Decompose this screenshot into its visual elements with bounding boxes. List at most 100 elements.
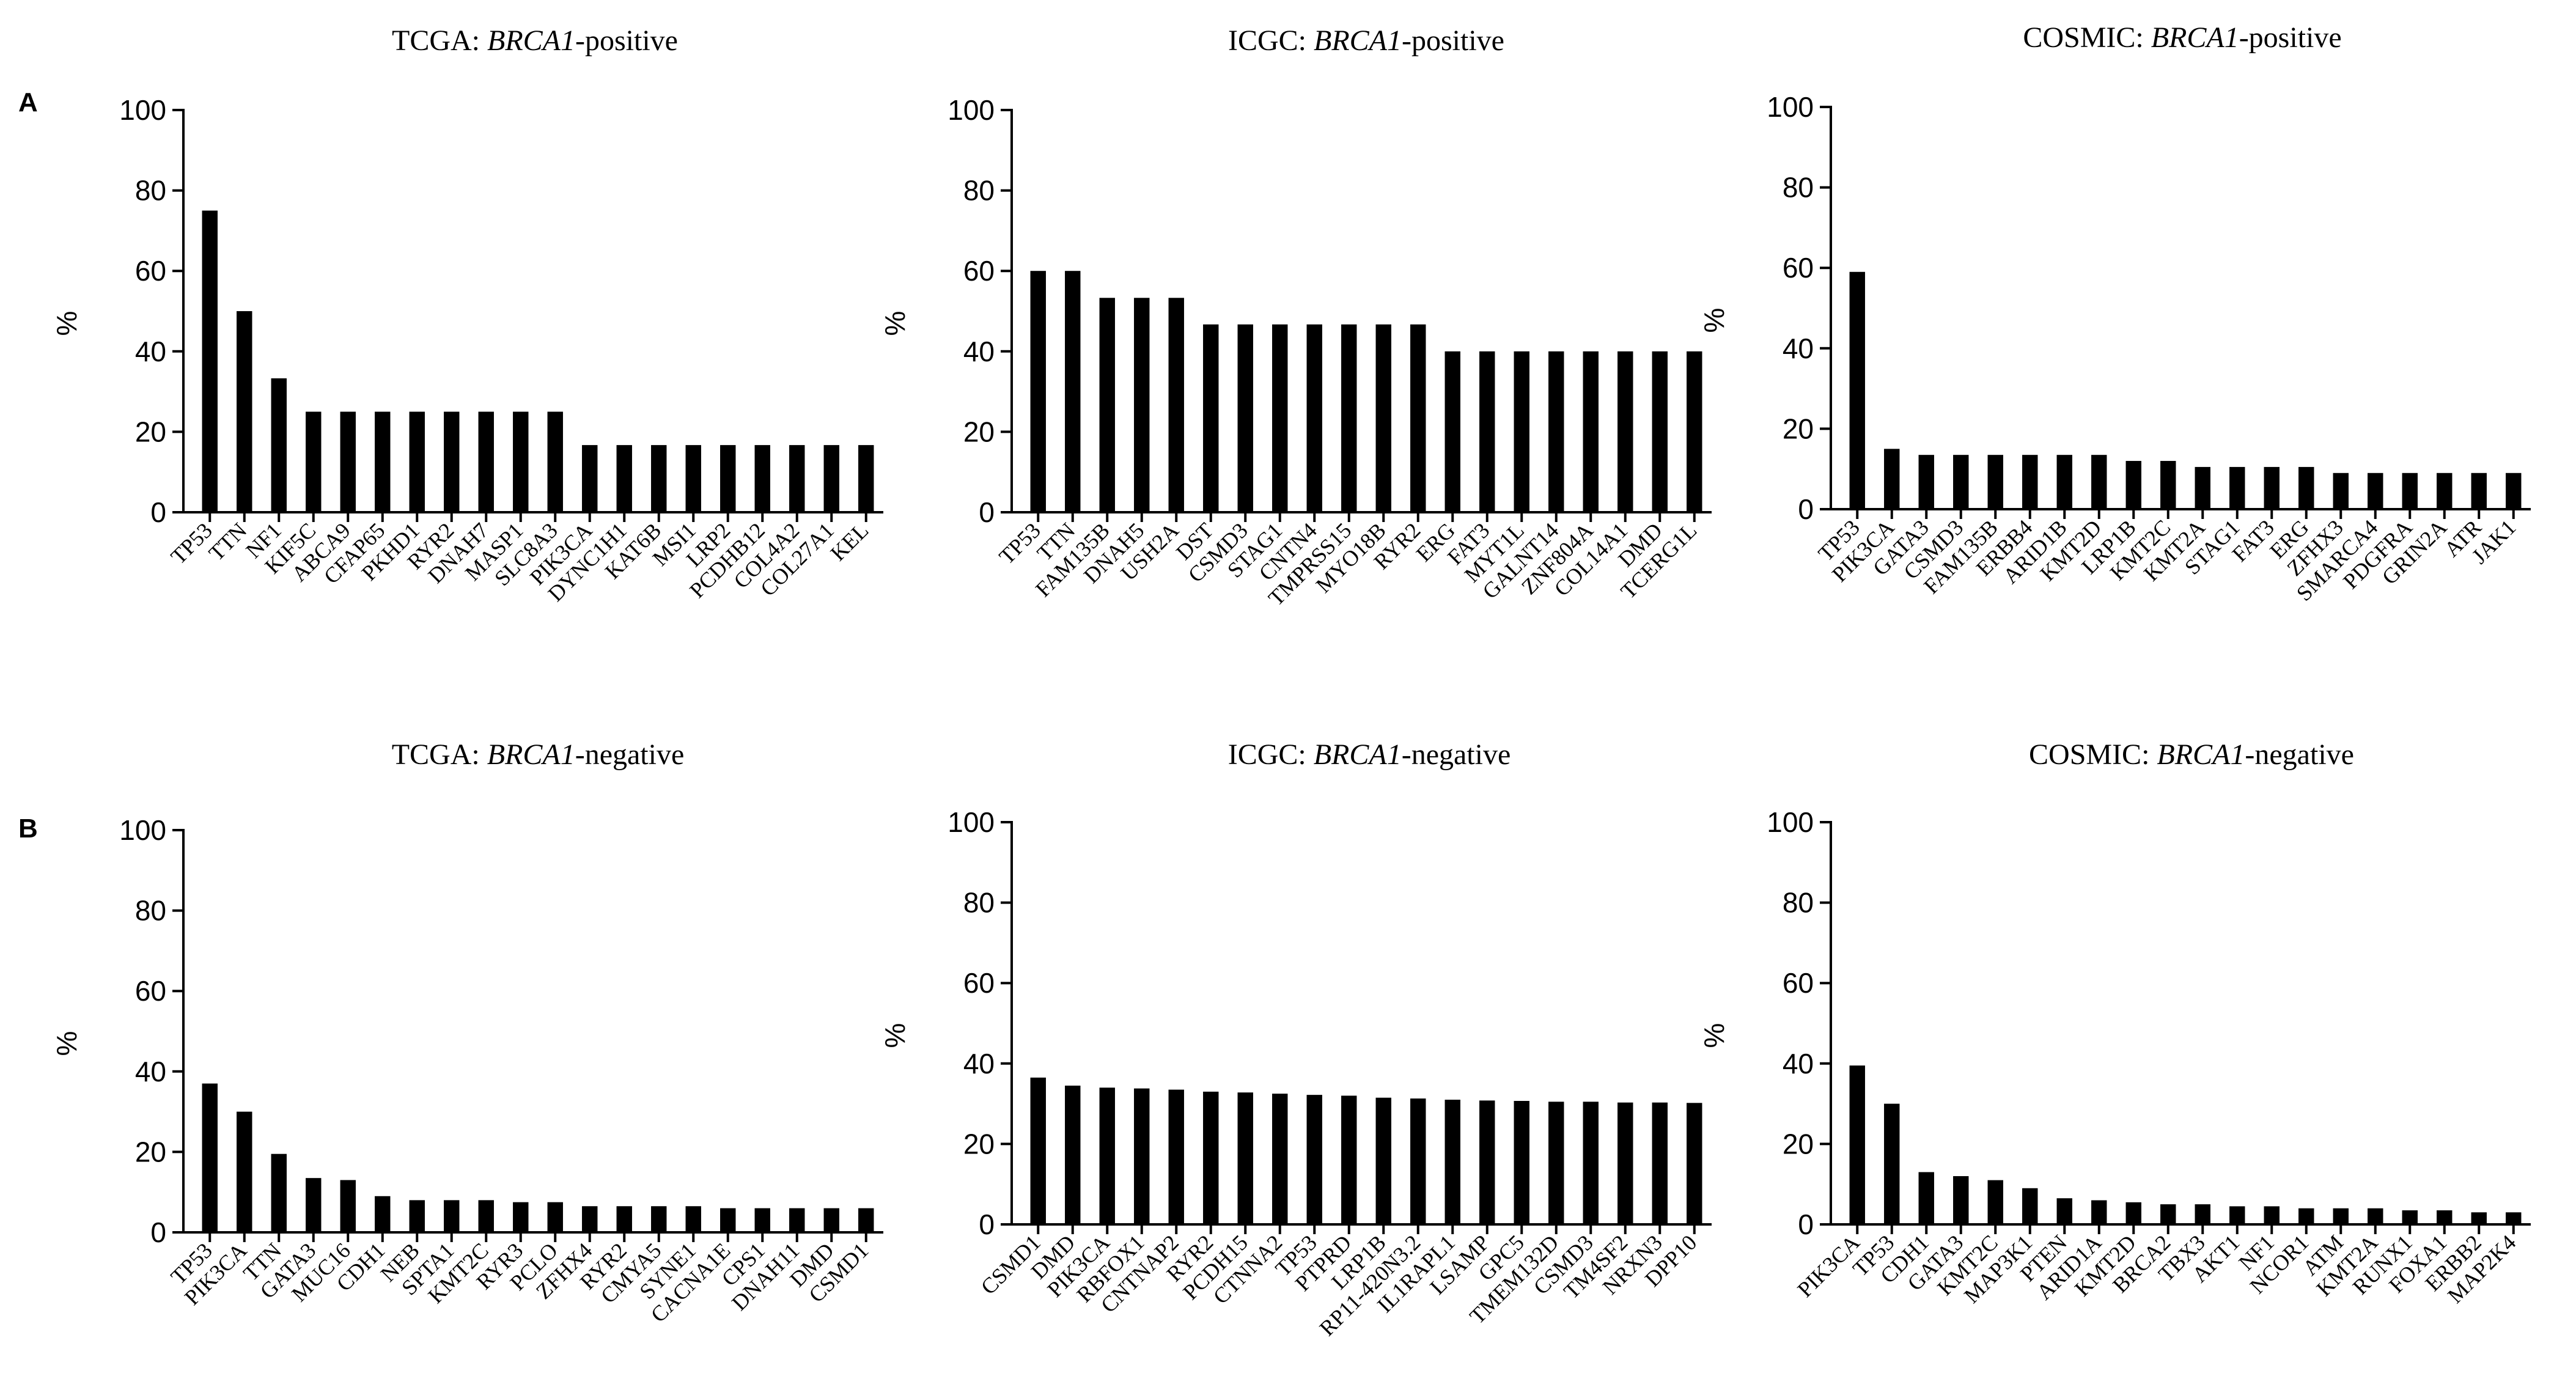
bar-tcerg1l — [1687, 351, 1702, 512]
bar-pcdh15 — [1237, 1092, 1253, 1224]
bar-ush2a — [1168, 298, 1184, 512]
bar-nf1 — [271, 378, 287, 512]
y-tick-label: 80 — [1783, 887, 1814, 919]
bar-cntn4 — [1306, 324, 1322, 512]
y-tick-label: 20 — [1783, 1128, 1814, 1160]
y-tick-label: 60 — [963, 967, 995, 999]
panel-label-b: B — [18, 814, 38, 844]
bar-col27a1 — [823, 445, 839, 512]
bar-cmya5 — [651, 1206, 667, 1232]
bar-pik3ca — [1884, 449, 1900, 509]
y-tick-label: 40 — [963, 336, 995, 367]
bar-fat3 — [1479, 351, 1495, 512]
bar-ctnna2 — [1272, 1094, 1288, 1224]
bar-tp53 — [1849, 271, 1865, 509]
bar-jak1 — [2506, 473, 2522, 509]
bar-csmd3 — [1237, 324, 1253, 512]
y-tick-label: 80 — [1783, 172, 1814, 204]
bar-neb — [409, 1200, 425, 1232]
y-axis-label: % — [51, 311, 83, 336]
bar-brca2 — [2160, 1204, 2176, 1224]
y-tick-label: 100 — [119, 94, 166, 126]
bar-masp1 — [513, 411, 529, 512]
chart-title-gene: BRCA1 — [487, 24, 575, 57]
y-tick-label: 0 — [150, 496, 166, 528]
y-tick-label: 80 — [135, 175, 166, 207]
chart-title-prefix: TCGA: — [392, 738, 487, 771]
y-tick-label: 0 — [1798, 1209, 1814, 1240]
bar-myo18b — [1375, 324, 1391, 512]
bar-tbx3 — [2195, 1204, 2210, 1224]
bar-rp11-420n3-2 — [1410, 1098, 1426, 1224]
y-tick-label: 80 — [963, 887, 995, 919]
bar-myt1l — [1514, 351, 1529, 512]
bar-atm — [2333, 1208, 2349, 1224]
chart-title-prefix: ICGC: — [1228, 24, 1314, 57]
bar-fat3 — [2264, 466, 2280, 509]
chart-title-gene: BRCA1 — [487, 738, 575, 771]
bar-ryr2 — [444, 411, 460, 512]
bar-ryr2 — [1203, 1091, 1219, 1224]
bar-kmt2d — [2125, 1202, 2141, 1224]
bar-gata3 — [306, 1178, 322, 1232]
bar-dnah11 — [789, 1208, 805, 1232]
y-axis-label: % — [879, 311, 911, 336]
bar-ryr2 — [616, 1206, 632, 1232]
bar-pcdhb12 — [754, 445, 770, 512]
bar-erg — [1444, 351, 1460, 512]
y-tick-label: 20 — [963, 1128, 995, 1160]
bar-tp53 — [202, 210, 218, 512]
bar-muc16 — [340, 1180, 356, 1232]
bar-tmem132d — [1548, 1102, 1564, 1224]
bar-akt1 — [2229, 1206, 2245, 1224]
chart-title-gene: BRCA1 — [1314, 738, 1402, 771]
bar-foxa1 — [2437, 1210, 2453, 1224]
bar-syne1 — [685, 1206, 701, 1232]
bar-tmprss15 — [1341, 324, 1357, 512]
y-tick-label: 0 — [150, 1216, 166, 1248]
bar-abca9 — [340, 411, 356, 512]
bar-rbfox1 — [1134, 1088, 1150, 1224]
bar-dmd — [1652, 351, 1668, 512]
bar-galnt14 — [1548, 351, 1564, 512]
y-tick-label: 100 — [119, 814, 166, 846]
bar-grin2a — [2437, 473, 2453, 509]
bar-col4a2 — [789, 445, 805, 512]
bar-tp53 — [1884, 1103, 1900, 1224]
bar-kat6b — [651, 445, 667, 512]
bar-pik3ca — [1099, 1087, 1115, 1224]
bar-dpp10 — [1687, 1103, 1702, 1224]
y-tick-label: 60 — [963, 255, 995, 287]
chart-3: COSMIC: BRCA1-positive020406080100%TP53P… — [1698, 21, 2531, 606]
bar-ttn — [1065, 271, 1081, 512]
bar-il1rapl1 — [1444, 1100, 1460, 1224]
y-axis-label: % — [1698, 308, 1730, 333]
chart-6: COSMIC: BRCA1-negative020406080100%PIK3C… — [1698, 738, 2531, 1308]
bar-gata3 — [1918, 455, 1934, 509]
bar-nf1 — [2264, 1206, 2280, 1224]
chart-title-prefix: COSMIC: — [2029, 738, 2157, 771]
chart-title-suffix: -positive — [2239, 21, 2342, 54]
y-tick-label: 60 — [135, 255, 166, 287]
bar-lrp2 — [720, 445, 736, 512]
y-tick-label: 100 — [1767, 91, 1814, 123]
chart-title: TCGA: BRCA1-negative — [392, 738, 685, 771]
bar-fam135b — [1987, 455, 2003, 509]
category-label: KEL — [826, 518, 874, 565]
chart-title-gene: BRCA1 — [1314, 24, 1402, 57]
chart-title-suffix: -negative — [575, 738, 685, 771]
bar-cntnap2 — [1168, 1089, 1184, 1224]
bar-kmt2d — [2091, 455, 2107, 509]
bar-lrp1b — [1375, 1097, 1391, 1224]
chart-title: ICGC: BRCA1-negative — [1228, 738, 1511, 771]
y-tick-label: 0 — [979, 1209, 995, 1240]
y-tick-label: 0 — [1798, 493, 1814, 525]
bar-zfhx4 — [582, 1206, 598, 1232]
bar-cps1 — [754, 1208, 770, 1232]
chart-title-suffix: -positive — [1402, 24, 1504, 57]
bar-map3k1 — [2022, 1188, 2038, 1224]
chart-title: COSMIC: BRCA1-negative — [2029, 738, 2354, 771]
y-axis-label: % — [879, 1023, 911, 1048]
chart-title-suffix: -negative — [1402, 738, 1511, 771]
